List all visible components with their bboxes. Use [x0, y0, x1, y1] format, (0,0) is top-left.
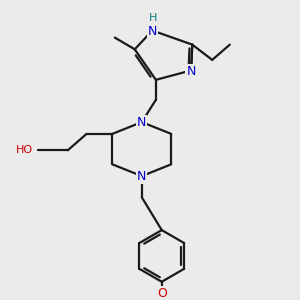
Text: N: N	[137, 116, 146, 129]
Text: H: H	[149, 13, 158, 22]
Text: N: N	[148, 25, 157, 38]
Text: O: O	[157, 287, 167, 300]
Text: HO: HO	[16, 145, 33, 155]
Text: N: N	[137, 169, 146, 183]
Text: N: N	[186, 65, 196, 78]
